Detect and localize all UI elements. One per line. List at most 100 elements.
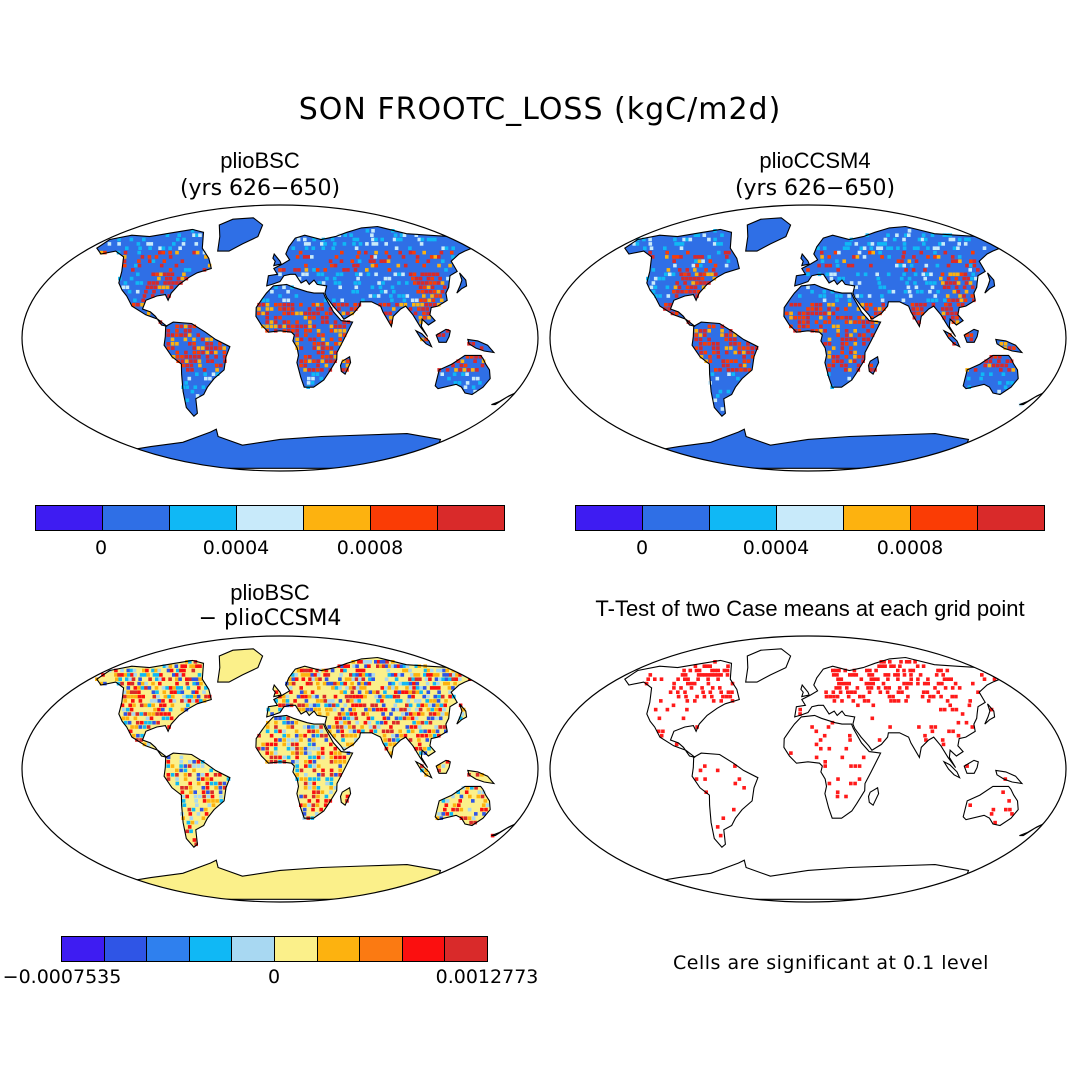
grid-cell [386, 668, 391, 673]
grid-cell [344, 694, 349, 699]
grid-cell [311, 368, 316, 372]
grid-cell [326, 673, 331, 677]
grid-cell [348, 729, 353, 734]
grid-cell [733, 781, 738, 786]
grid-cell [971, 250, 975, 255]
grid-cell [471, 342, 476, 346]
grid-cell [444, 246, 449, 250]
grid-cell [831, 324, 836, 329]
grid-cell [333, 681, 337, 686]
grid-cell [211, 799, 215, 803]
grid-cell [349, 307, 354, 311]
grid-cell [332, 703, 336, 708]
grid-cell [204, 694, 208, 699]
grid-cell [381, 712, 385, 716]
grid-cell [175, 673, 179, 677]
grid-cell [832, 699, 837, 703]
grid-cell [282, 302, 286, 307]
grid-cell [885, 690, 890, 694]
grid-cell [123, 281, 128, 285]
grid-cell [405, 664, 410, 668]
grid-cell [319, 699, 324, 703]
grid-cell [948, 281, 953, 285]
coastline-namerica [624, 659, 740, 758]
coastline-namerica [96, 659, 212, 758]
colorbar-swatch [978, 506, 1044, 530]
grid-cell [948, 237, 953, 242]
grid-cell [282, 703, 286, 708]
grid-cell [849, 350, 853, 355]
grid-cell [947, 298, 951, 303]
grid-cell [729, 359, 734, 363]
grid-cell [353, 281, 358, 285]
grid-cell [346, 268, 350, 272]
grid-cell [371, 707, 376, 712]
grid-cell [200, 337, 205, 342]
coastline-japan [456, 703, 468, 725]
grid-cell [201, 777, 205, 781]
grid-cell [428, 677, 432, 681]
grid-cell [195, 803, 199, 807]
grid-cell [969, 259, 973, 263]
grid-cell [345, 686, 349, 690]
grid-cell [426, 237, 431, 242]
grid-cell [391, 681, 396, 686]
grid-cell [209, 337, 213, 342]
grid-cell [307, 673, 311, 677]
grid-cell [458, 716, 463, 721]
grid-cell [458, 368, 462, 372]
grid-cell [183, 337, 188, 342]
grid-cell [323, 699, 328, 703]
grid-cell [342, 760, 347, 764]
grid-cell [166, 777, 171, 781]
grid-cell [694, 329, 699, 333]
grid-cell [188, 773, 192, 777]
grid-cell [148, 246, 152, 250]
grid-cell [444, 699, 448, 703]
grid-cell [980, 673, 984, 677]
grid-cell [806, 315, 810, 320]
grid-cell [186, 686, 191, 690]
grid-cell [193, 660, 198, 664]
grid-cell [401, 294, 405, 298]
grid-cell [282, 733, 286, 738]
grid-cell [299, 803, 303, 807]
grid-cell [698, 329, 703, 333]
grid-cell [369, 255, 374, 259]
grid-cell [273, 315, 278, 320]
grid-cell [376, 699, 380, 703]
grid-cell [845, 686, 849, 690]
grid-cell [962, 294, 966, 298]
grid-cell [373, 255, 378, 259]
grid-cell [732, 807, 736, 812]
grid-cell [838, 690, 843, 694]
grid-cell [193, 385, 198, 389]
grid-cell [192, 760, 196, 764]
grid-cell [383, 707, 388, 712]
grid-cell [437, 686, 441, 690]
grid-cell [307, 738, 312, 742]
grid-cell [632, 242, 636, 246]
grid-cell [415, 255, 420, 259]
grid-cell [952, 246, 957, 250]
grid-cell [196, 777, 201, 781]
grid-cell [353, 699, 358, 703]
grid-cell [408, 307, 413, 311]
grid-cell [196, 764, 201, 768]
grid-cell [165, 664, 170, 668]
grid-cell [835, 694, 840, 699]
grid-cell [184, 359, 189, 363]
grid-cell [899, 276, 904, 281]
grid-cell [926, 255, 930, 259]
grid-cell [917, 725, 921, 729]
grid-cell [175, 329, 179, 333]
grid-cell [404, 690, 409, 694]
grid-cell [150, 294, 155, 298]
grid-cell [711, 268, 716, 272]
colorbar-difference [61, 936, 488, 962]
grid-cell [877, 281, 882, 285]
grid-cell [329, 760, 334, 764]
grid-cell [169, 668, 174, 673]
grid-cell [286, 738, 291, 742]
grid-cell [304, 764, 308, 768]
